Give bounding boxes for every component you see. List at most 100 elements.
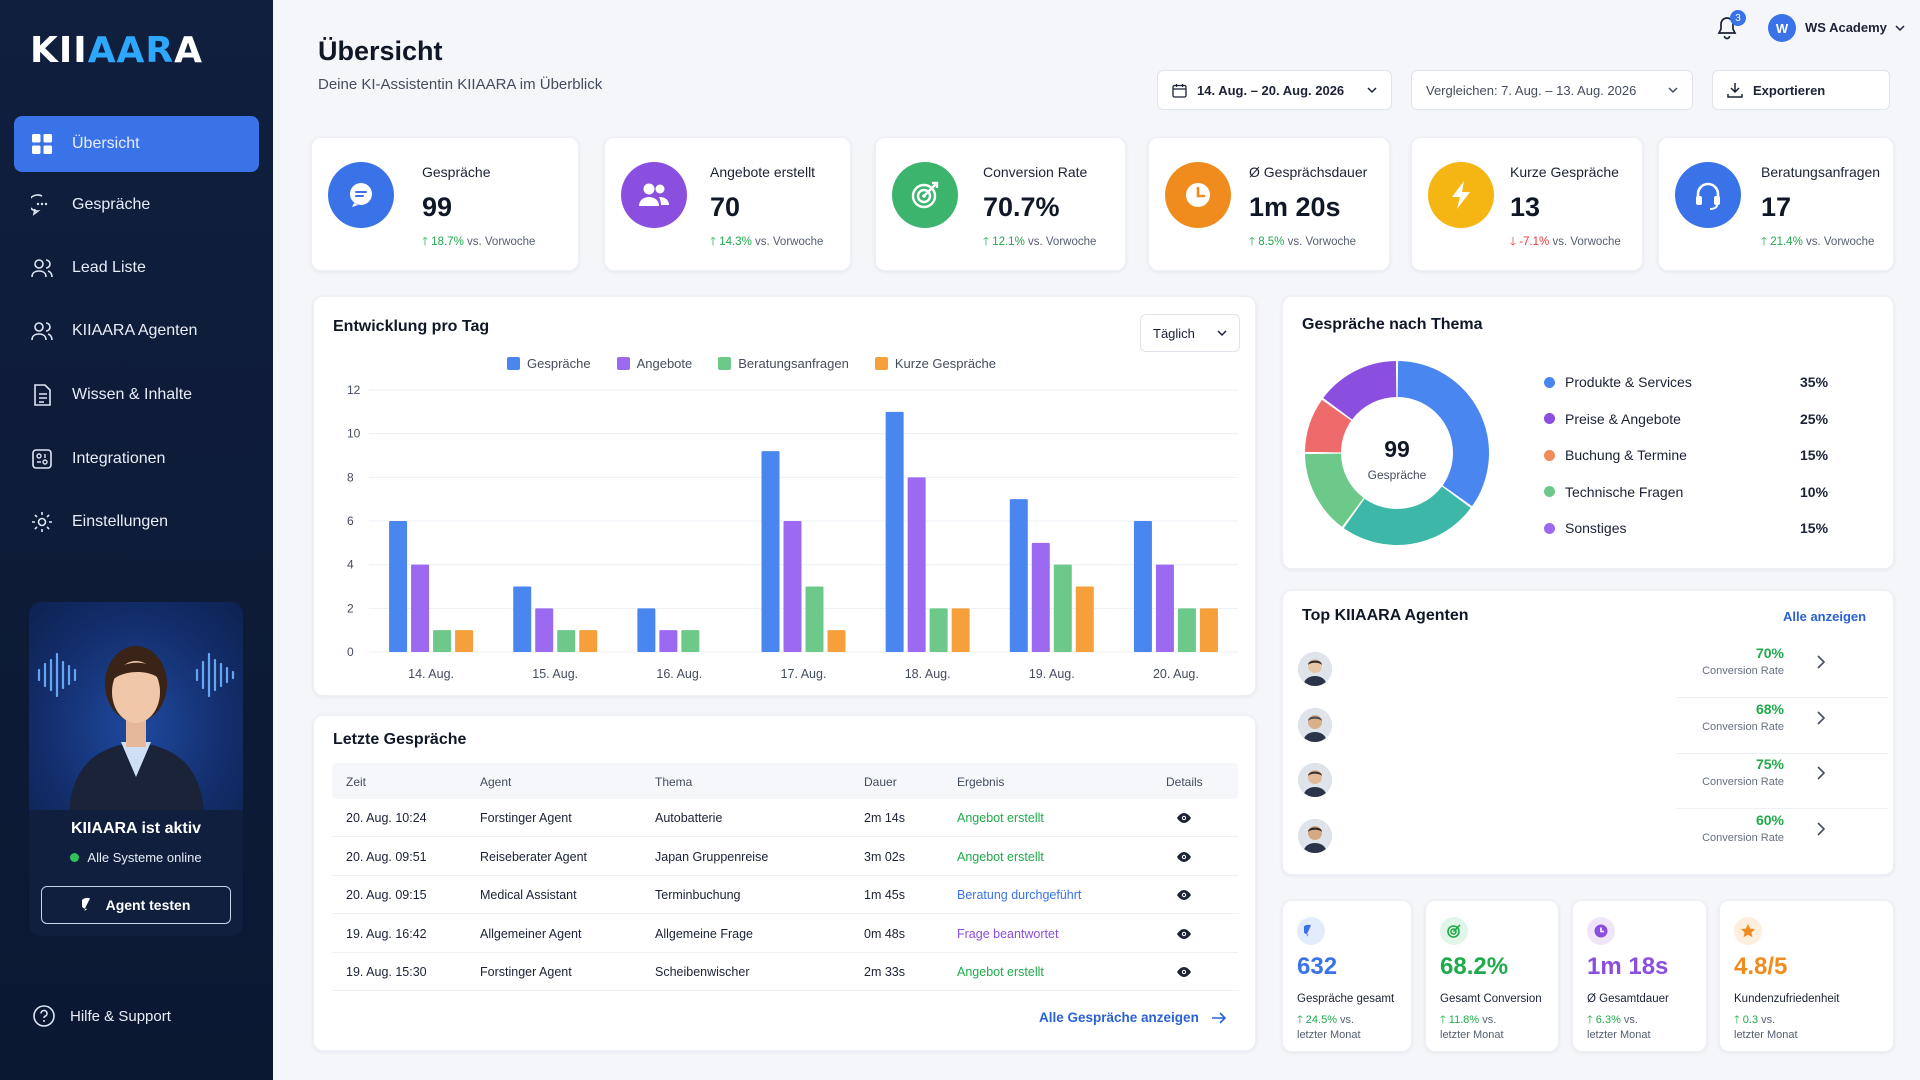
kpi-card-angebote[interactable]: Angebote erstellt 70 🡑 14.3% vs. Vorwoch… [604, 137, 851, 271]
kpi-card-dauer[interactable]: Ø Gesprächsdauer 1m 20s 🡑 8.5% vs. Vorwo… [1148, 137, 1390, 271]
agent-row[interactable]: 60% Conversion Rate [1298, 812, 1878, 866]
bar-beratungsanfragen[interactable] [433, 630, 452, 652]
show-all-conversations-link[interactable]: Alle Gespräche anzeigen [1039, 1010, 1227, 1025]
table-row[interactable]: 20. Aug. 09:15 Medical Assistant Terminbuc… [332, 876, 1238, 914]
compare-range-picker[interactable]: Vergleichen: 7. Aug. – 13. Aug. 2026 [1411, 70, 1693, 110]
agent-conversion-label: Conversion Rate [1702, 831, 1784, 844]
eye-icon[interactable] [1176, 928, 1192, 940]
bar-gespräche[interactable] [513, 586, 532, 653]
chevron-down-icon [1217, 328, 1227, 338]
bar-kurze-gespräche[interactable] [951, 608, 970, 652]
bar-gespräche[interactable] [1133, 521, 1152, 652]
bar-angebote[interactable] [1155, 564, 1174, 652]
account-menu[interactable]: WS Academy [1805, 20, 1905, 35]
date-range-picker[interactable]: 14. Aug. – 20. Aug. 2026 [1157, 70, 1392, 110]
kpi-delta-suffix: vs. Vorwoche [1806, 236, 1875, 248]
x-tick-label: 14. Aug. [408, 667, 454, 681]
table-row[interactable]: 20. Aug. 10:24 Forstinger Agent Autobatter… [332, 799, 1238, 837]
chevron-right-icon[interactable] [1816, 821, 1826, 836]
agent-row[interactable]: 70% Conversion Rate [1298, 645, 1878, 699]
bar-kurze-gespräche[interactable] [1075, 586, 1094, 653]
bar-angebote[interactable] [411, 564, 430, 652]
summary-card[interactable]: 68.2% Gesamt Conversion 🡑 11.8% vs. letzter… [1425, 900, 1559, 1052]
kpi-value: 99 [422, 192, 453, 222]
period-select[interactable]: Täglich [1140, 314, 1240, 352]
pie-legend-item: Produkte & Services [1544, 374, 1692, 390]
help-icon [32, 1004, 56, 1028]
kpi-label: Conversion Rate [983, 164, 1088, 180]
bar-beratungsanfragen[interactable] [929, 608, 948, 652]
sidebar-item-lead-liste[interactable]: Lead Liste [14, 240, 259, 296]
online-dot-icon [70, 853, 80, 862]
summary-card[interactable]: 4.8/5 Kundenzufriedenheit 🡑 0.3 vs. letzter… [1719, 900, 1894, 1052]
bar-angebote[interactable] [783, 521, 802, 652]
bar-angebote[interactable] [535, 608, 554, 652]
sidebar-item-label: Übersicht [72, 135, 140, 152]
kpi-card-kurze[interactable]: Kurze Gespräche 13 🡓 -7.1% vs. Vorwoche [1411, 137, 1643, 271]
page-title: Übersicht [318, 36, 443, 66]
sidebar-item-agenten[interactable]: KIIAARA Agenten [14, 303, 259, 359]
eye-icon[interactable] [1176, 851, 1192, 863]
sidebar-item-wissen[interactable]: Wissen & Inhalte [14, 367, 259, 423]
show-all-agents-link[interactable]: Alle anzeigen [1783, 609, 1867, 624]
bar-angebote[interactable] [659, 630, 678, 652]
bar-gespräche[interactable] [389, 521, 408, 652]
y-tick-label: 10 [347, 427, 361, 441]
legend-dot [1544, 376, 1555, 388]
summary-value: 68.2% [1440, 953, 1509, 980]
kpi-card-conversion[interactable]: Conversion Rate 70.7% 🡑 12.1% vs. Vorwoc… [875, 137, 1126, 271]
cell-duration: 2m 14s [864, 811, 905, 825]
sidebar-item-integrationen[interactable]: Integrationen [14, 431, 259, 487]
table-row[interactable]: 19. Aug. 15:30 Forstinger Agent Scheibenwi… [332, 953, 1238, 991]
eye-icon[interactable] [1176, 966, 1192, 978]
bar-beratungsanfragen[interactable] [1177, 608, 1196, 652]
table-row[interactable]: 20. Aug. 09:51 Reiseberater Agent Japan Gr… [332, 838, 1238, 876]
bar-gespräche[interactable] [637, 608, 656, 652]
eye-icon[interactable] [1176, 812, 1192, 824]
help-label: Hilfe & Support [70, 1007, 171, 1025]
donut-slice[interactable] [1397, 361, 1489, 507]
export-button[interactable]: Exportieren [1712, 70, 1890, 110]
divider [1676, 752, 1888, 754]
bar-beratungsanfragen[interactable] [681, 630, 700, 652]
sidebar-item-uebersicht[interactable]: Übersicht [14, 116, 259, 172]
cell-result: Angebot erstellt [957, 811, 1044, 825]
app-logo[interactable]: KIIAARA [30, 30, 204, 71]
agent-row[interactable]: 75% Conversion Rate [1298, 756, 1878, 810]
bar-kurze-gespräche[interactable] [1199, 608, 1218, 652]
test-agent-button[interactable]: Agent testen [41, 886, 231, 924]
sidebar-item-gespraeche[interactable]: Gespräche [14, 177, 259, 233]
donut-slice[interactable] [1305, 453, 1364, 527]
y-tick-label: 4 [347, 558, 354, 572]
kpi-delta: 🡓 -7.1% vs. Vorwoche [1510, 234, 1621, 253]
bar-kurze-gespräche[interactable] [455, 630, 474, 652]
chevron-right-icon[interactable] [1816, 710, 1826, 725]
donut-slice[interactable] [1343, 486, 1471, 545]
chevron-right-icon[interactable] [1816, 655, 1826, 669]
bar-gespräche[interactable] [1009, 499, 1028, 652]
summary-card[interactable]: 632 Gespräche gesamt 🡑 24.5% vs. letzter Mo… [1282, 900, 1412, 1052]
bar-kurze-gespräche[interactable] [827, 630, 846, 652]
donut-slice[interactable] [1323, 361, 1397, 420]
agent-row[interactable]: 68% Conversion Rate [1298, 701, 1878, 755]
bar-gespräche[interactable] [761, 451, 780, 652]
donut-slice[interactable] [1305, 399, 1352, 453]
bar-gespräche[interactable] [885, 411, 904, 652]
legend-dot [1544, 413, 1555, 424]
bar-beratungsanfragen[interactable] [557, 630, 576, 652]
kpi-card-gespraeche[interactable]: Gespräche 99 🡑 18.7% vs. Vorwoche [311, 137, 579, 271]
bar-kurze-gespräche[interactable] [579, 630, 598, 652]
chevron-right-icon[interactable] [1816, 766, 1826, 780]
summary-card[interactable]: 1m 18s Ø Gesamtdauer 🡑 6.3% vs. letzter Mon… [1572, 900, 1707, 1052]
bar-beratungsanfragen[interactable] [805, 586, 824, 653]
avatar[interactable]: W [1768, 14, 1796, 42]
eye-icon[interactable] [1176, 889, 1192, 901]
help-support-link[interactable]: Hilfe & Support [32, 1004, 171, 1028]
bar-angebote[interactable] [907, 477, 926, 652]
bar-angebote[interactable] [1031, 542, 1050, 652]
top-agents-card [1282, 590, 1894, 875]
table-row[interactable]: 19. Aug. 16:42 Allgemeiner Agent Allgemein… [332, 915, 1238, 953]
bar-beratungsanfragen[interactable] [1053, 564, 1072, 652]
sidebar-item-einstellungen[interactable]: Einstellungen [14, 494, 259, 550]
kpi-card-beratung[interactable]: Beratungsanfragen 17 🡑 21.4% vs. Vorwoch… [1658, 137, 1894, 271]
